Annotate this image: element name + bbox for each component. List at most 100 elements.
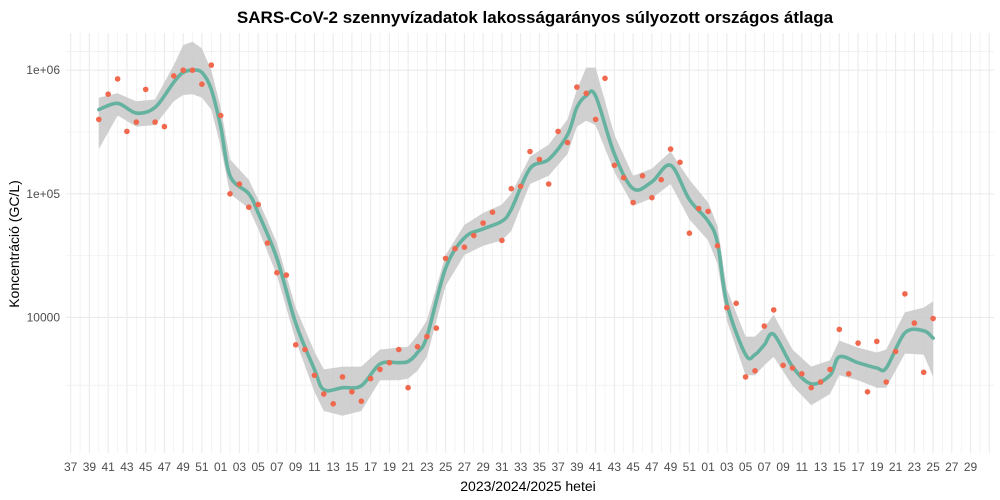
y-tick-label: 1e+05 <box>26 187 60 201</box>
x-tick-label: 41 <box>589 460 603 474</box>
data-point <box>433 325 440 331</box>
x-tick-label: 47 <box>158 460 172 474</box>
data-point <box>714 243 721 249</box>
data-point <box>452 245 458 252</box>
x-tick-label: 17 <box>364 460 378 474</box>
x-tick-label: 43 <box>120 460 134 474</box>
x-tick-label: 05 <box>739 460 753 474</box>
x-tick-label: 45 <box>626 460 640 474</box>
x-tick-label: 51 <box>195 460 209 474</box>
x-tick-label: 21 <box>889 460 903 474</box>
data-point <box>161 123 168 130</box>
data-point <box>358 398 365 405</box>
data-point <box>442 255 449 262</box>
data-point <box>845 371 852 377</box>
data-point <box>142 86 149 93</box>
x-tick-label: 33 <box>514 460 528 474</box>
data-point <box>705 208 711 215</box>
x-tick-label: 39 <box>83 460 97 474</box>
data-point <box>302 346 308 353</box>
x-tick-label: 49 <box>664 460 678 474</box>
x-tick-label: 31 <box>495 460 509 474</box>
data-point <box>255 201 261 208</box>
x-tick-label: 09 <box>289 460 303 474</box>
data-point <box>733 300 739 307</box>
data-point <box>742 374 749 380</box>
x-tick-label: 43 <box>608 460 622 474</box>
data-point <box>930 315 936 322</box>
data-point <box>152 119 158 125</box>
data-point <box>799 371 805 377</box>
data-point <box>695 205 702 212</box>
smooth-trend-line <box>97 68 935 393</box>
data-point <box>752 368 758 374</box>
y-axis-ticks: 10000 1e+05 1e+06 <box>26 63 60 324</box>
data-point <box>761 323 768 329</box>
data-point <box>527 148 533 155</box>
data-point <box>217 112 224 119</box>
data-point <box>349 389 355 395</box>
data-point <box>227 191 233 197</box>
data-point <box>321 391 327 397</box>
data-point <box>236 181 243 187</box>
data-point <box>246 204 252 210</box>
data-point <box>620 174 627 181</box>
data-point <box>311 372 318 379</box>
x-tick-label: 03 <box>233 460 247 474</box>
data-point <box>649 194 655 201</box>
data-point <box>471 232 477 239</box>
y-tick-label: 10000 <box>27 310 61 324</box>
x-tick-label: 01 <box>701 460 715 474</box>
x-tick-label: 29 <box>964 460 978 474</box>
grid <box>66 33 994 453</box>
x-tick-label: 35 <box>533 460 547 474</box>
x-tick-label: 21 <box>401 460 415 474</box>
x-tick-label: 23 <box>420 460 434 474</box>
observation-points <box>96 62 936 407</box>
data-point <box>583 90 589 97</box>
data-point <box>367 375 374 382</box>
x-tick-label: 27 <box>458 460 472 474</box>
data-point <box>283 272 290 278</box>
x-tick-label: 27 <box>945 460 959 474</box>
data-point <box>396 346 402 353</box>
x-tick-label: 01 <box>214 460 228 474</box>
x-tick-label: 29 <box>476 460 490 474</box>
data-point <box>292 342 299 348</box>
data-point <box>911 320 918 326</box>
data-point <box>96 116 102 123</box>
x-axis-ticks: 37 39 41 43 45 47 49 51 01 03 05 07 09 11 13 15 17 19 21 23… <box>64 460 978 474</box>
data-point <box>405 384 411 391</box>
data-point <box>602 75 608 82</box>
data-point <box>630 199 636 206</box>
x-tick-label: 25 <box>439 460 453 474</box>
x-tick-label: 47 <box>645 460 659 474</box>
x-tick-label: 41 <box>102 460 116 474</box>
data-point <box>189 67 196 73</box>
data-point <box>274 269 280 276</box>
x-tick-label: 03 <box>720 460 734 474</box>
data-point <box>902 291 908 297</box>
data-point <box>114 76 121 82</box>
data-point <box>517 183 524 190</box>
data-point <box>874 338 880 345</box>
data-point <box>780 362 786 369</box>
x-tick-label: 39 <box>570 460 584 474</box>
data-point <box>920 369 927 376</box>
x-tick-label: 07 <box>758 460 772 474</box>
data-point <box>592 116 599 123</box>
x-tick-label: 07 <box>270 460 284 474</box>
x-tick-label: 45 <box>139 460 153 474</box>
data-point <box>377 366 383 373</box>
data-point <box>808 384 814 391</box>
x-tick-label: 09 <box>776 460 790 474</box>
x-tick-label: 13 <box>326 460 340 474</box>
data-point <box>414 343 421 350</box>
smooth-line <box>97 68 935 393</box>
data-point <box>330 401 337 407</box>
x-tick-label: 51 <box>683 460 697 474</box>
data-point <box>508 185 515 192</box>
x-tick-label: 25 <box>926 460 940 474</box>
data-point <box>133 119 140 125</box>
y-tick-label: 1e+06 <box>26 63 60 77</box>
